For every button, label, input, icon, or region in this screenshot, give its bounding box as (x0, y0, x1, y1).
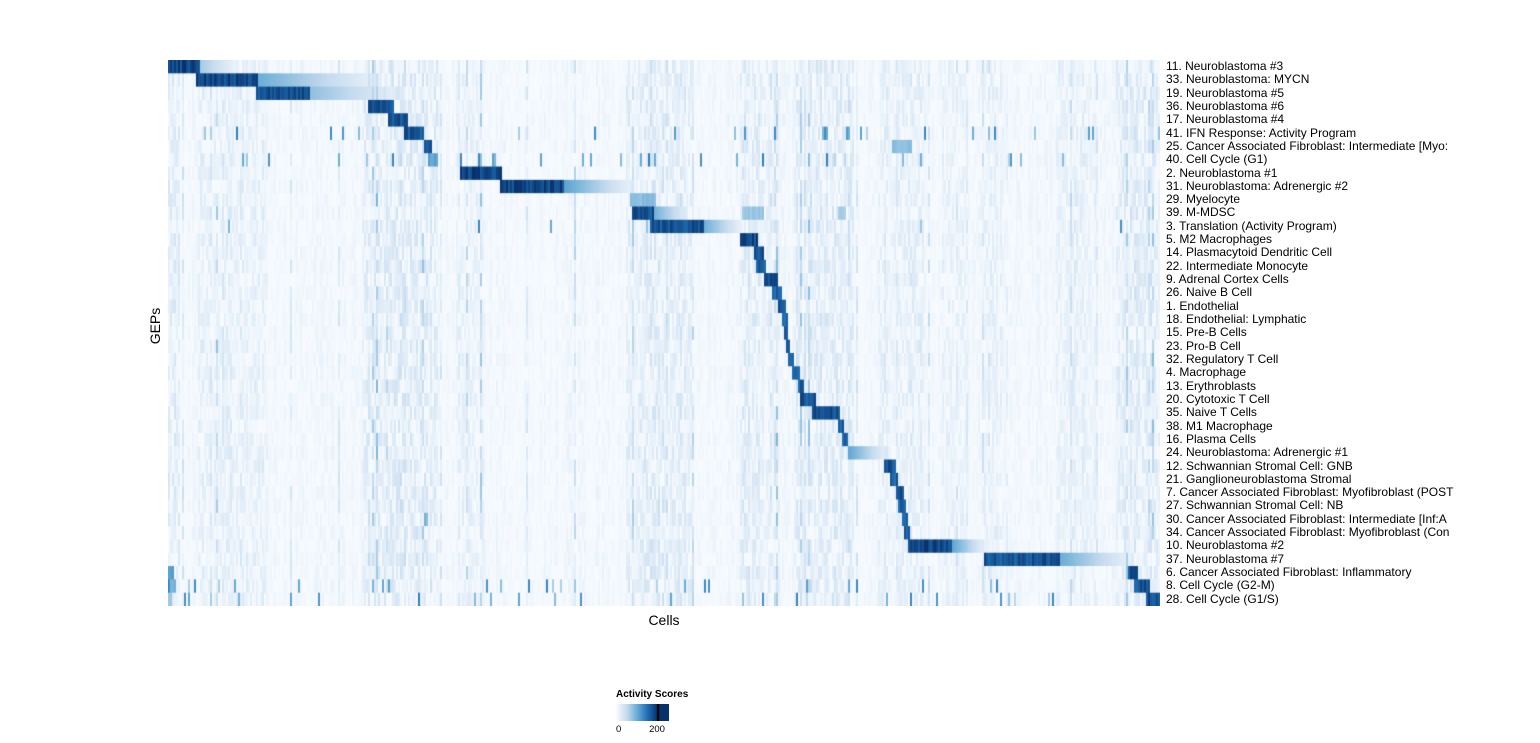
row-label: 13. Erythroblasts (1166, 378, 1257, 393)
row-label: 32. Regulatory T Cell (1166, 351, 1279, 366)
row-label: 36. Neuroblastoma #6 (1166, 98, 1285, 113)
row-label: 6. Cancer Associated Fibroblast: Inflamm… (1166, 565, 1412, 580)
row-label: 17. Neuroblastoma #4 (1166, 112, 1285, 127)
row-label: 30. Cancer Associated Fibroblast: Interm… (1166, 511, 1447, 526)
row-label: 1. Endothelial (1166, 298, 1239, 313)
row-label: 38. M1 Macrophage (1166, 418, 1273, 433)
row-label: 11. Neuroblastoma #3 (1166, 60, 1284, 73)
row-label: 5. M2 Macrophages (1166, 232, 1273, 247)
row-label: 7. Cancer Associated Fibroblast: Myofibr… (1166, 485, 1454, 500)
row-label: 34. Cancer Associated Fibroblast: Myofib… (1166, 525, 1450, 540)
row-label: 37. Neuroblastoma #7 (1166, 551, 1285, 566)
row-label: 29. Myelocyte (1166, 192, 1241, 207)
heatmap-canvas (168, 60, 1160, 606)
legend-tick-max: 200 (649, 724, 665, 735)
row-label: 18. Endothelial: Lymphatic (1166, 312, 1307, 327)
row-label: 14. Plasmacytoid Dendritic Cell (1166, 245, 1333, 260)
row-label: 21. Ganglioneuroblastoma Stromal (1166, 471, 1352, 486)
row-label: 26. Naive B Cell (1166, 285, 1253, 300)
row-label: 40. Cell Cycle (G1) (1166, 152, 1268, 167)
row-label: 10. Neuroblastoma #2 (1166, 538, 1285, 553)
row-label: 19. Neuroblastoma #5 (1166, 85, 1285, 100)
row-label: 3. Translation (Activity Program) (1166, 218, 1337, 233)
row-label: 12. Schwannian Stromal Cell: GNB (1166, 458, 1353, 473)
row-label: 35. Naive T Cells (1166, 405, 1257, 420)
row-label: 23. Pro-B Cell (1166, 338, 1241, 353)
row-label: 31. Neuroblastoma: Adrenergic #2 (1166, 178, 1349, 193)
legend: Activity Scores 0 200 (616, 689, 736, 736)
row-label: 8. Cell Cycle (G2-M) (1166, 578, 1275, 593)
row-label: 39. M-MDSC (1166, 205, 1236, 220)
row-label: 22. Intermediate Monocyte (1166, 258, 1309, 273)
row-label: 9. Adrenal Cortex Cells (1166, 272, 1289, 287)
row-labels: 11. Neuroblastoma #3 33. Neuroblastoma: M… (1166, 60, 1540, 606)
row-label: 27. Schwannian Stromal Cell: NB (1166, 498, 1344, 513)
row-label: 24. Neuroblastoma: Adrenergic #1 (1166, 445, 1349, 460)
row-label: 20. Cytotoxic T Cell (1166, 391, 1270, 406)
row-label: 2. Neuroblastoma #1 (1166, 165, 1278, 180)
row-label: 15. Pre-B Cells (1166, 325, 1247, 340)
y-axis-label: GEPs (147, 307, 163, 345)
row-label: 16. Plasma Cells (1166, 431, 1257, 446)
row-label: 4. Macrophage (1166, 365, 1247, 380)
legend-ticks: 0 200 (616, 724, 736, 736)
row-label: 41. IFN Response: Activity Program (1166, 125, 1357, 140)
row-label: 33. Neuroblastoma: MYCN (1166, 72, 1310, 87)
x-axis-label: Cells (648, 612, 680, 628)
row-label: 25. Cancer Associated Fibroblast: Interm… (1166, 138, 1449, 153)
colorbar-gradient (616, 704, 669, 721)
legend-title: Activity Scores (616, 689, 689, 700)
legend-tick-min: 0 (616, 724, 622, 735)
row-label: 28. Cell Cycle (G1/S) (1166, 591, 1279, 606)
